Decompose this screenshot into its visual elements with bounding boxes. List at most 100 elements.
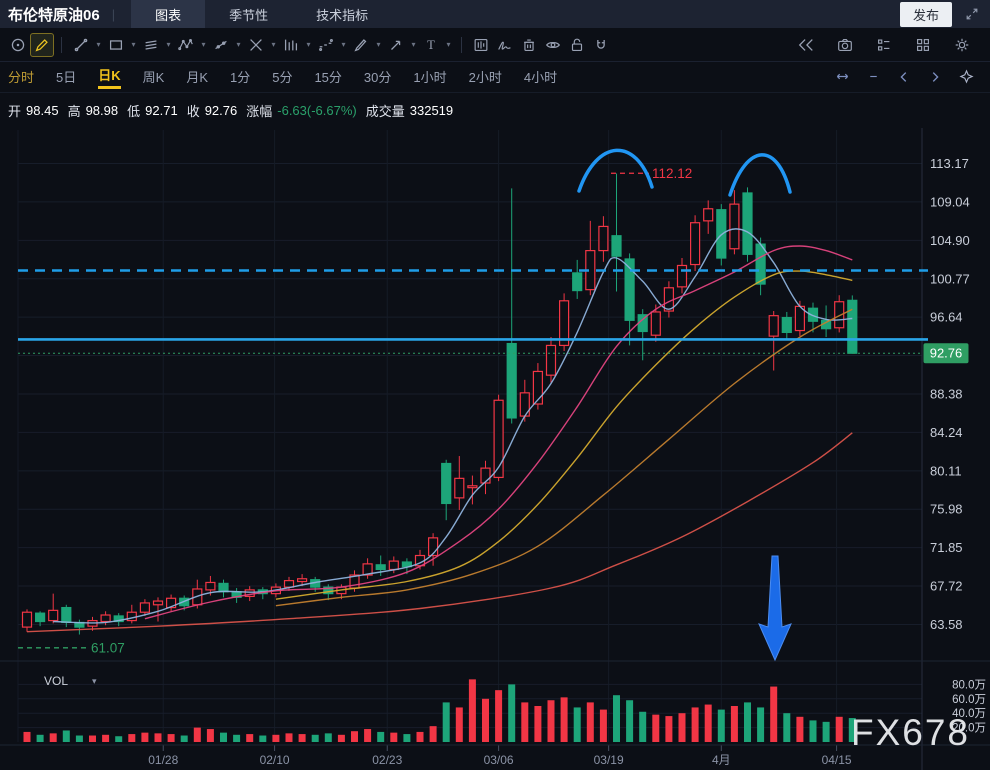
candle-body [218,582,229,593]
volume-bar [246,734,254,742]
dropdown-caret-icon[interactable]: ▾ [271,40,276,49]
candle-body [166,597,177,609]
tab-chart[interactable]: 图表 [131,0,206,28]
volume-bar [468,679,476,742]
chevron-left-icon[interactable] [897,70,911,84]
candle-body [847,299,858,354]
down-arrow-annotation [758,555,792,662]
volume-bar [206,729,214,742]
arc-annotation [728,153,792,197]
volume-bar [717,709,725,742]
candle-body [716,209,727,259]
dropdown-caret-icon[interactable]: ▾ [131,40,136,49]
dropdown-caret-icon[interactable]: ▾ [236,40,241,49]
gear-icon[interactable] [950,33,974,57]
chevron-right-icon[interactable] [928,70,942,84]
timeframe-daily[interactable]: 日K [98,65,121,89]
candle-body [113,615,124,623]
volume-bar [521,702,529,742]
signature-pen-icon[interactable] [493,33,517,57]
timeframe-bar: 分时 5日 日K 周K 月K 1分 5分 15分 30分 1小时 2小时 4小时 [0,61,990,93]
dashed-line-icon[interactable] [314,33,338,57]
grid-lines [17,130,922,742]
horizontal-arrows-icon[interactable] [835,69,850,84]
price-axis-label: 75.98 [930,502,963,517]
timeframe-30m[interactable]: 30分 [363,70,392,85]
tab-indicators[interactable]: 技术指标 [316,7,369,23]
dropdown-caret-icon[interactable]: ▾ [166,40,171,49]
volume-bar [102,734,110,742]
lock-open-icon[interactable] [565,33,589,57]
open-label: 开 [8,103,22,119]
timeframe-2h[interactable]: 2小时 [468,70,502,85]
crosshair-icon[interactable] [6,33,30,57]
candle-body [768,315,779,337]
timeframe-5m[interactable]: 5分 [272,70,293,85]
volume-bar [744,702,751,742]
volume-bar [835,716,843,742]
parallel-channel-icon[interactable] [139,33,163,57]
candle-body [283,580,295,588]
dropdown-caret-icon[interactable]: ▾ [376,40,381,49]
vol-dropdown-caret-icon[interactable]: ▾ [92,675,97,686]
timeframe-1h[interactable]: 1小时 [413,70,447,85]
price-axis-label: 96.64 [930,310,963,325]
eye-icon[interactable] [541,33,565,57]
vol-label: VOL [44,674,69,688]
dropdown-caret-icon[interactable]: ▾ [446,40,451,49]
fib-retracement-icon[interactable] [279,33,303,57]
brush-icon[interactable] [349,33,373,57]
volume-bar [508,684,516,742]
object-list-icon[interactable] [872,33,896,57]
volume-bar [364,729,372,742]
timeframe-15m[interactable]: 15分 [314,70,342,85]
cross-line-icon[interactable] [244,33,268,57]
price-level-label: 112.12 [652,166,692,181]
volume-bar [298,734,306,742]
arrow-marker-icon[interactable] [384,33,408,57]
volume-bar [678,713,686,742]
candle-body [598,225,609,252]
xabcd-pattern-icon[interactable] [174,33,198,57]
candle-body [375,564,386,571]
minus-icon[interactable] [867,70,880,83]
volume-bar [128,734,136,742]
rewind-icon[interactable] [794,33,818,57]
trash-icon[interactable] [517,33,541,57]
timeframe-monthly[interactable]: 月K [186,70,208,85]
dropdown-caret-icon[interactable]: ▾ [201,40,206,49]
rectangle-tool-icon[interactable] [104,33,128,57]
dropdown-caret-icon[interactable]: ▾ [306,40,311,49]
volume-bar [704,704,712,742]
layout-grid-icon[interactable] [911,33,935,57]
fullscreen-icon[interactable] [964,6,980,22]
drawn-annotations[interactable]: 92.76 112.12 61.07 [18,148,969,662]
timeframe-1m[interactable]: 1分 [229,70,251,85]
high-label: 高 [67,103,81,119]
volume-bar [233,734,241,742]
timeframe-weekly[interactable]: 周K [142,70,165,85]
polyline-segment-icon[interactable] [209,33,233,57]
timeframe-fenshi[interactable]: 分时 [8,70,35,85]
toolbar-right-group [794,33,974,57]
magnet-icon[interactable] [589,33,613,57]
pencil-tool-icon[interactable] [30,32,54,57]
candle-patterns-icon[interactable] [469,33,493,57]
candle-body [624,258,635,321]
dropdown-caret-icon[interactable]: ▾ [96,40,101,49]
compass-diamond-icon[interactable] [959,69,974,84]
price-axis-label: 104.90 [930,233,970,248]
ma-line-MA30 [275,308,853,607]
timeframe-4h[interactable]: 4小时 [523,70,558,85]
text-tool-icon[interactable]: T [419,33,443,57]
camera-icon[interactable] [833,33,857,57]
dropdown-caret-icon[interactable]: ▾ [341,40,346,49]
publish-button[interactable]: 发布 [899,1,952,27]
trend-line-icon[interactable] [69,33,93,57]
axes-labels: 113.17 109.04 104.90 100.77 96.64 88.38 84.24 8… [0,128,990,770]
low-value: 92.71 [145,102,178,118]
timeframe-5d[interactable]: 5日 [56,70,77,85]
dropdown-caret-icon[interactable]: ▾ [411,40,416,49]
tab-seasonality[interactable]: 季节性 [229,7,269,23]
